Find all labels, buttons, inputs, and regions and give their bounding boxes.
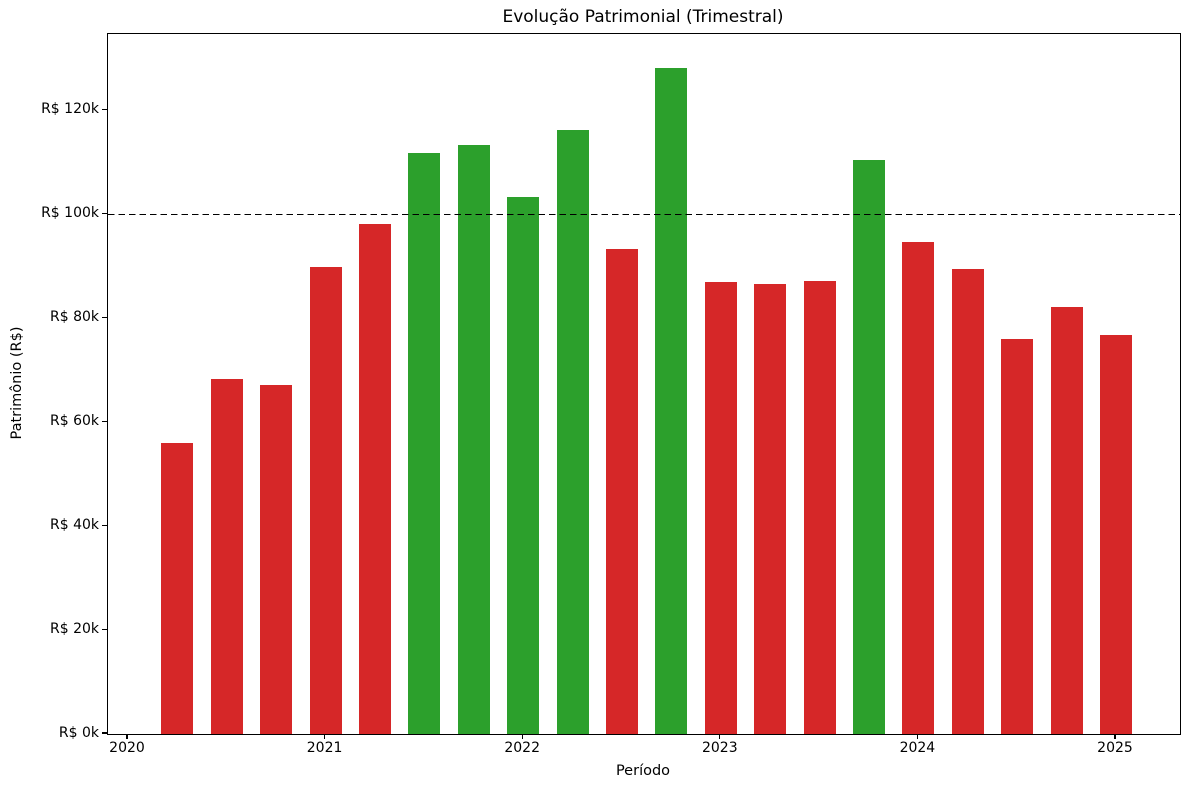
bar-2022-Q4 [655,67,688,734]
y-tick-mark [102,420,107,422]
bar-2022-Q1 [507,196,540,734]
bar-2021-Q3 [408,153,441,734]
x-tick-label: 2020 [109,740,145,756]
y-tick-mark [102,628,107,630]
x-tick-label: 2024 [899,740,936,756]
x-tick-mark [324,734,326,740]
y-axis-label: Patrimônio (R$) [9,326,25,440]
x-axis-label: Período [615,763,671,779]
x-tick-mark [719,734,721,740]
plot-area [107,33,1181,735]
bar-2021-Q2 [359,223,391,734]
y-tick-label: R$ 40k [49,516,99,533]
bar-2020-Q2 [161,443,194,734]
x-tick-label: 2022 [504,740,540,756]
bar-2024-Q2 [951,269,984,734]
bar-2023-Q1 [704,281,737,734]
y-tick-label: R$ 60k [49,412,99,429]
y-tick-mark [102,732,107,734]
x-tick-mark [521,734,523,740]
bar-2023-Q3 [803,280,836,734]
chart-title: Evolução Patrimonial (Trimestral) [502,7,784,27]
threshold-line [108,214,1180,216]
x-tick-label: 2021 [306,740,343,756]
bar-2024-Q4 [1050,306,1083,734]
x-tick-mark [916,734,918,740]
y-tick-mark [102,109,107,111]
bar-2023-Q4 [853,159,885,734]
bar-2025-Q1 [1100,335,1132,734]
y-tick-label: R$ 80k [49,309,99,326]
bar-2022-Q2 [556,129,589,734]
x-tick-mark [1114,734,1116,740]
bar-2023-Q2 [754,283,787,734]
bar-2021-Q4 [457,144,490,734]
bar-2022-Q3 [606,248,638,734]
y-tick-label: R$ 0k [58,724,99,741]
x-tick-mark [126,734,128,740]
y-tick-mark [102,213,107,215]
bar-2021-Q1 [309,266,342,734]
y-tick-mark [102,316,107,319]
bar-2024-Q3 [1001,338,1034,734]
y-tick-mark [102,524,107,526]
y-tick-label: R$ 100k [41,205,99,222]
x-tick-label: 2025 [1097,740,1133,756]
x-tick-label: 2023 [701,740,738,756]
bar-2024-Q1 [902,241,935,734]
y-tick-label: R$ 120k [41,101,99,118]
bar-2020-Q3 [210,378,243,734]
bar-2020-Q4 [260,384,293,734]
y-tick-label: R$ 20k [49,620,99,637]
